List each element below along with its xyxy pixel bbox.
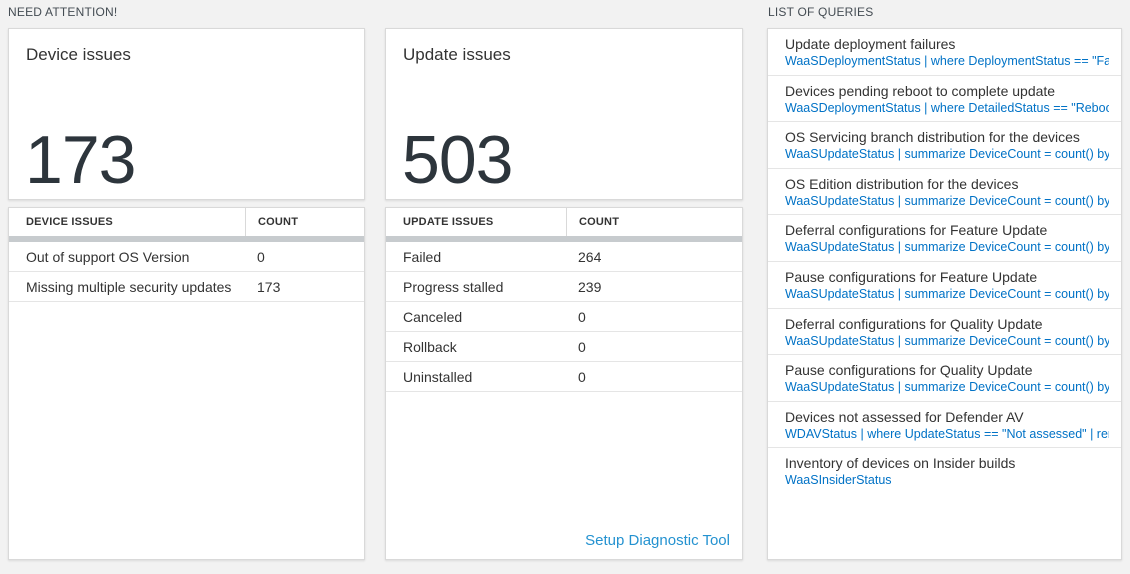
update-issues-table-header: UPDATE ISSUES COUNT — [386, 208, 742, 236]
update-issues-count: 503 — [402, 122, 513, 199]
query-list-item[interactable]: Inventory of devices on Insider builds W… — [768, 448, 1121, 495]
issue-label: Uninstalled — [403, 368, 473, 385]
query-list-item[interactable]: Devices not assessed for Defender AV WDA… — [768, 402, 1121, 449]
query-list-item[interactable]: Deferral configurations for Quality Upda… — [768, 309, 1121, 356]
query-title: Devices pending reboot to complete updat… — [785, 82, 1056, 99]
device-issues-column-header: DEVICE ISSUES — [26, 216, 113, 228]
device-issues-count: 173 — [25, 122, 136, 199]
table-row[interactable]: Missing multiple security updates 173 — [9, 272, 364, 302]
query-list-item[interactable]: Deferral configurations for Feature Upda… — [768, 215, 1121, 262]
query-link[interactable]: WaaSUpdateStatus | summarize DeviceCount… — [785, 240, 1109, 255]
query-list-item[interactable]: Pause configurations for Quality Update … — [768, 355, 1121, 402]
query-title: Pause configurations for Quality Update — [785, 362, 1033, 379]
query-link[interactable]: WaaSDeploymentStatus | where DeploymentS… — [785, 54, 1109, 68]
query-title: Update deployment failures — [785, 36, 956, 52]
query-link[interactable]: WaaSUpdateStatus | summarize DeviceCount… — [785, 380, 1109, 395]
issue-count: 0 — [578, 338, 586, 355]
query-link[interactable]: WaaSUpdateStatus | summarize DeviceCount… — [785, 333, 1109, 348]
issue-count: 0 — [578, 368, 586, 385]
issue-label: Rollback — [403, 338, 457, 355]
device-issues-card-title: Device issues — [26, 45, 131, 64]
setup-diagnostic-tool-link[interactable]: Setup Diagnostic Tool — [585, 532, 730, 549]
issue-count: 264 — [578, 248, 602, 265]
query-list-item[interactable]: OS Edition distribution for the devices … — [768, 169, 1121, 216]
table-row[interactable]: Rollback 0 — [386, 332, 742, 362]
table-row[interactable]: Canceled 0 — [386, 302, 742, 332]
update-issues-card[interactable]: Update issues 503 — [385, 28, 743, 200]
issue-count: 0 — [578, 308, 586, 325]
query-link[interactable]: WDAVStatus | where UpdateStatus == "Not … — [785, 426, 1109, 441]
need-attention-header: NEED ATTENTION! — [8, 5, 118, 19]
issue-count: 239 — [578, 278, 602, 295]
query-title: OS Servicing branch distribution for the… — [785, 129, 1080, 146]
count-column-header: COUNT — [566, 208, 742, 236]
query-title: Deferral configurations for Quality Upda… — [785, 315, 1043, 332]
query-title: OS Edition distribution for the devices — [785, 175, 1019, 192]
table-row[interactable]: Out of support OS Version 0 — [9, 242, 364, 272]
table-footer: Setup Diagnostic Tool — [386, 532, 742, 559]
query-link[interactable]: WaaSInsiderStatus — [785, 473, 892, 488]
table-row[interactable]: Progress stalled 239 — [386, 272, 742, 302]
query-list-item[interactable]: Update deployment failures WaaSDeploymen… — [768, 29, 1121, 76]
query-link[interactable]: WaaSDeploymentStatus | where DetailedSta… — [785, 100, 1109, 115]
device-issues-table: DEVICE ISSUES COUNT Out of support OS Ve… — [8, 207, 365, 560]
query-title: Inventory of devices on Insider builds — [785, 455, 1016, 472]
issue-label: Out of support OS Version — [26, 248, 190, 265]
issue-label: Canceled — [403, 308, 463, 325]
query-link[interactable]: WaaSUpdateStatus | summarize DeviceCount… — [785, 147, 1109, 162]
list-of-queries-header: LIST OF QUERIES — [768, 5, 874, 19]
update-issues-table: UPDATE ISSUES COUNT Failed 264 Progress … — [385, 207, 743, 560]
count-column-header: COUNT — [245, 208, 364, 236]
table-header-divider-bar — [386, 236, 742, 242]
query-link[interactable]: WaaSUpdateStatus | summarize DeviceCount… — [785, 193, 1109, 208]
update-issues-card-title: Update issues — [403, 45, 511, 64]
device-issues-card[interactable]: Device issues 173 — [8, 28, 365, 200]
query-list-item[interactable]: Devices pending reboot to complete updat… — [768, 76, 1121, 123]
table-row[interactable]: Failed 264 — [386, 242, 742, 272]
issue-label: Missing multiple security updates — [26, 278, 232, 295]
query-title: Devices not assessed for Defender AV — [785, 408, 1024, 425]
device-issues-table-header: DEVICE ISSUES COUNT — [9, 208, 364, 236]
issue-label: Failed — [403, 248, 442, 265]
query-list-item[interactable]: OS Servicing branch distribution for the… — [768, 122, 1121, 169]
issue-label: Progress stalled — [403, 278, 504, 295]
issue-count: 0 — [257, 248, 265, 265]
query-list-item[interactable]: Pause configurations for Feature Update … — [768, 262, 1121, 309]
list-of-queries-panel: Update deployment failures WaaSDeploymen… — [767, 28, 1122, 560]
issue-count: 173 — [257, 278, 281, 295]
update-issues-column-header: UPDATE ISSUES — [403, 216, 494, 228]
table-header-divider-bar — [9, 236, 364, 242]
table-row[interactable]: Uninstalled 0 — [386, 362, 742, 392]
query-title: Deferral configurations for Feature Upda… — [785, 222, 1048, 239]
query-title: Pause configurations for Feature Update — [785, 268, 1038, 285]
query-link[interactable]: WaaSUpdateStatus | summarize DeviceCount… — [785, 286, 1109, 301]
